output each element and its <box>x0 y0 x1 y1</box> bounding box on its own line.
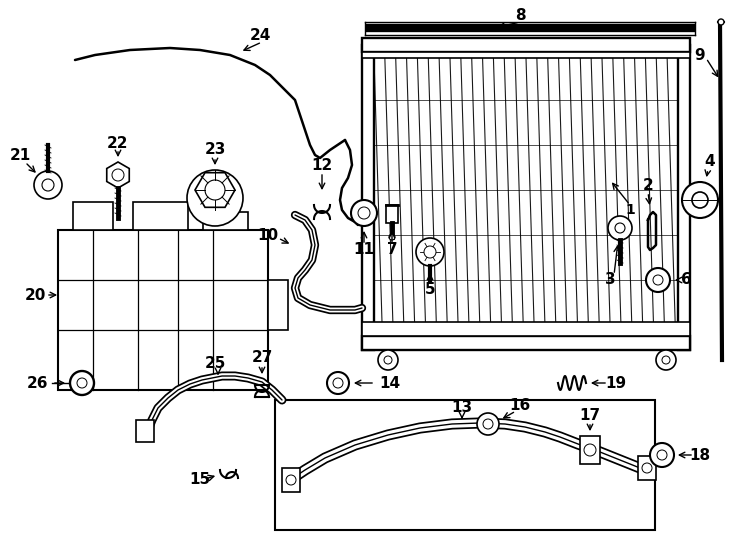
Circle shape <box>718 19 724 25</box>
Text: 9: 9 <box>694 48 705 63</box>
Circle shape <box>477 413 499 435</box>
Text: 3: 3 <box>605 273 615 287</box>
Bar <box>580 436 600 464</box>
Bar <box>362 52 690 58</box>
Bar <box>275 400 655 530</box>
Circle shape <box>584 444 596 456</box>
Text: 13: 13 <box>451 401 473 415</box>
Text: 15: 15 <box>189 472 211 488</box>
Circle shape <box>656 350 676 370</box>
Bar <box>386 205 398 223</box>
Text: 18: 18 <box>689 448 711 462</box>
Text: 11: 11 <box>354 242 374 258</box>
Circle shape <box>77 378 87 388</box>
Text: 19: 19 <box>606 375 627 390</box>
Circle shape <box>682 182 718 218</box>
Bar <box>638 456 656 480</box>
Bar <box>73 202 113 230</box>
Circle shape <box>608 216 632 240</box>
Circle shape <box>650 443 674 467</box>
Text: 12: 12 <box>311 158 333 172</box>
Bar <box>282 468 300 492</box>
Circle shape <box>692 192 708 208</box>
Circle shape <box>205 180 225 200</box>
Text: 22: 22 <box>107 136 128 151</box>
Text: 2: 2 <box>643 178 653 192</box>
Polygon shape <box>362 45 374 350</box>
Polygon shape <box>678 45 690 350</box>
Text: 24: 24 <box>250 28 271 43</box>
Circle shape <box>384 356 392 364</box>
Bar <box>136 420 154 442</box>
Circle shape <box>424 246 436 258</box>
Circle shape <box>662 356 670 364</box>
Bar <box>362 322 690 336</box>
Text: 14: 14 <box>379 375 401 390</box>
Circle shape <box>378 350 398 370</box>
Text: 7: 7 <box>387 242 397 258</box>
Circle shape <box>416 238 444 266</box>
Bar <box>203 212 248 230</box>
Bar <box>362 38 690 52</box>
Circle shape <box>358 207 370 219</box>
Text: 26: 26 <box>27 375 48 390</box>
Bar <box>133 202 188 230</box>
Circle shape <box>657 450 667 460</box>
Circle shape <box>327 372 349 394</box>
Circle shape <box>615 223 625 233</box>
Circle shape <box>389 234 395 240</box>
Text: 10: 10 <box>258 227 279 242</box>
Text: 4: 4 <box>705 154 716 170</box>
Text: 27: 27 <box>251 350 273 366</box>
Text: 17: 17 <box>579 408 600 422</box>
Circle shape <box>286 475 296 485</box>
Circle shape <box>70 371 94 395</box>
Text: 6: 6 <box>680 273 691 287</box>
Polygon shape <box>106 162 129 188</box>
Circle shape <box>187 170 243 226</box>
Text: 8: 8 <box>515 9 526 24</box>
Bar <box>268 280 288 330</box>
Text: 23: 23 <box>204 143 225 158</box>
Text: 20: 20 <box>24 287 46 302</box>
Circle shape <box>646 268 670 292</box>
Circle shape <box>351 200 377 226</box>
Circle shape <box>483 419 493 429</box>
Circle shape <box>642 463 652 473</box>
Circle shape <box>112 169 124 181</box>
Text: 25: 25 <box>204 356 225 372</box>
Circle shape <box>34 171 62 199</box>
Text: 16: 16 <box>509 399 531 414</box>
Polygon shape <box>195 173 235 207</box>
Text: 1: 1 <box>625 203 635 217</box>
Circle shape <box>42 179 54 191</box>
Text: 5: 5 <box>425 282 435 298</box>
Circle shape <box>333 378 343 388</box>
Text: 21: 21 <box>10 147 31 163</box>
Bar <box>362 336 690 350</box>
Bar <box>58 230 268 390</box>
Circle shape <box>653 275 663 285</box>
